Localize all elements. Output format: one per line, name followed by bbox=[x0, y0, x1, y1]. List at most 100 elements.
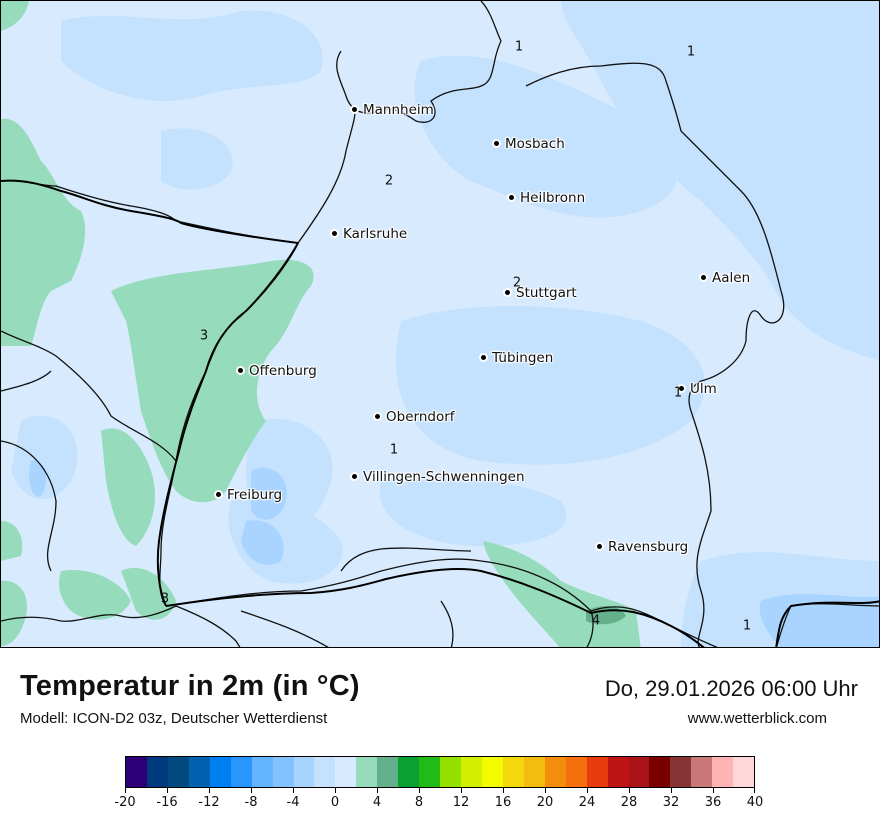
city-marker: Oberndorf bbox=[375, 409, 455, 425]
colorbar-segment bbox=[649, 757, 671, 787]
colorbar-tick-label: 20 bbox=[536, 795, 554, 810]
temperature-colorbar bbox=[125, 756, 755, 788]
website-link[interactable]: www.wetterblick.com bbox=[687, 710, 827, 727]
colorbar-tick-label: -12 bbox=[198, 795, 220, 810]
colorbar-segment bbox=[293, 757, 315, 787]
colorbar-tick-label: 28 bbox=[620, 795, 638, 810]
colorbar-ticks: -20 -16 -12 -8 -4 0 4 8 12 16 20 24 28 32 36 40 bbox=[114, 788, 763, 818]
colorbar-segment bbox=[272, 757, 294, 787]
city-dot-icon bbox=[375, 413, 380, 419]
colorbar-segment bbox=[230, 757, 252, 787]
colorbar-segment bbox=[712, 757, 734, 787]
colorbar-tick bbox=[293, 788, 294, 793]
city-name: Villingen-Schwenningen bbox=[363, 469, 525, 485]
isotherm-label: 2 bbox=[512, 275, 522, 291]
map-title: Temperatur in 2m (in °C) bbox=[20, 670, 360, 702]
colorbar-segment bbox=[502, 757, 524, 787]
city-name: Heilbronn bbox=[520, 190, 586, 206]
isotherm-label: 1 bbox=[514, 39, 524, 55]
city-dot-icon bbox=[332, 230, 337, 236]
colorbar-tick-label: -4 bbox=[286, 795, 300, 810]
colorbar-segment bbox=[146, 757, 168, 787]
colorbar-tick-label: 16 bbox=[494, 795, 512, 810]
city-marker: Aalen bbox=[701, 270, 750, 286]
isotherm-label: 4 bbox=[591, 613, 601, 629]
city-name: Tübingen bbox=[492, 350, 554, 366]
colorbar-tick bbox=[377, 788, 378, 793]
city-dot-icon bbox=[352, 473, 357, 479]
colorbar-segment bbox=[461, 757, 482, 787]
colorbar-segment bbox=[398, 757, 420, 787]
city-name: Freiburg bbox=[227, 487, 283, 503]
colorbar-segment bbox=[733, 757, 755, 787]
isotherm-label: 3 bbox=[160, 591, 170, 607]
isotherm-label: 1 bbox=[686, 44, 696, 60]
colorbar-segment bbox=[126, 757, 147, 787]
city-marker: Ulm bbox=[679, 381, 717, 397]
colorbar-tick bbox=[419, 788, 420, 793]
colorbar-tick-label: -20 bbox=[114, 795, 136, 810]
colorbar-tick bbox=[629, 788, 630, 793]
model-source: Modell: ICON-D2 03z, Deutscher Wetterdie… bbox=[20, 710, 328, 727]
city-marker: Ravensburg bbox=[597, 539, 688, 555]
colorbar-segment bbox=[628, 757, 650, 787]
colorbar-tick-label: 40 bbox=[746, 795, 764, 810]
colorbar-segment bbox=[251, 757, 273, 787]
colorbar-segment bbox=[314, 757, 336, 787]
colorbar-segment bbox=[586, 757, 608, 787]
country-borders bbox=[1, 179, 879, 647]
colorbar-segment bbox=[377, 757, 399, 787]
colorbar-tick bbox=[125, 788, 126, 793]
city-dot-icon bbox=[597, 543, 602, 549]
colorbar-tick-label: 24 bbox=[578, 795, 596, 810]
colorbar-segment bbox=[335, 757, 357, 787]
city-name: Oberndorf bbox=[386, 409, 455, 425]
city-name: Ravensburg bbox=[608, 539, 689, 555]
city-dot-icon bbox=[701, 274, 706, 280]
colorbar-segment bbox=[481, 757, 503, 787]
city-marker: Stuttgart bbox=[505, 285, 577, 301]
city-marker: Karlsruhe bbox=[332, 226, 407, 242]
forecast-datetime: Do, 29.01.2026 06:00 Uhr bbox=[604, 676, 858, 701]
city-dot-icon bbox=[505, 289, 510, 295]
city-name: Aalen bbox=[712, 270, 751, 286]
colorbar-tick bbox=[461, 788, 462, 793]
colorbar-tick-label: 36 bbox=[704, 795, 722, 810]
isotherm-label: 2 bbox=[384, 173, 394, 189]
colorbar-tick-label: 8 bbox=[414, 795, 424, 810]
colorbar-segment bbox=[523, 757, 545, 787]
temperature-map[interactable]: Mannheim Mosbach Heilbronn Karlsruhe Aalen St… bbox=[0, 0, 880, 648]
city-name: Mannheim bbox=[363, 102, 434, 118]
colorbar-segment bbox=[167, 757, 189, 787]
colorbar-segment bbox=[440, 757, 461, 787]
city-dot-icon bbox=[494, 140, 499, 146]
city-marker: Mannheim bbox=[352, 102, 434, 118]
city-name: Ulm bbox=[690, 381, 717, 397]
colorbar-tick-label: 0 bbox=[330, 795, 340, 810]
colorbar-tick bbox=[671, 788, 672, 793]
colorbar-segment bbox=[607, 757, 629, 787]
city-marker: Mosbach bbox=[494, 136, 565, 152]
colorbar-tick bbox=[713, 788, 714, 793]
city-dot-icon bbox=[509, 194, 514, 200]
map-footer: Temperatur in 2m (in °C) Modell: ICON-D2… bbox=[0, 648, 880, 830]
colorbar-tick-label: 12 bbox=[452, 795, 470, 810]
city-name: Offenburg bbox=[249, 363, 317, 379]
city-dot-icon bbox=[352, 106, 357, 112]
city-dot-icon bbox=[679, 385, 684, 391]
colorbar-segment bbox=[565, 757, 587, 787]
city-name: Stuttgart bbox=[516, 285, 577, 301]
colder-patches bbox=[29, 460, 879, 647]
isotherm-label: 1 bbox=[742, 618, 752, 634]
colorbar-tick-label: -8 bbox=[244, 795, 258, 810]
colorbar-tick bbox=[587, 788, 588, 793]
colorbar-tick bbox=[754, 788, 755, 793]
colorbar-segment bbox=[419, 757, 441, 787]
colorbar-tick-label: 32 bbox=[662, 795, 680, 810]
isotherm-label: 1 bbox=[673, 385, 683, 401]
colorbar-segment bbox=[188, 757, 210, 787]
colorbar-segment bbox=[691, 757, 713, 787]
colorbar-tick-label: 4 bbox=[372, 795, 382, 810]
colorbar-segment bbox=[670, 757, 692, 787]
city-marker: Villingen-Schwenningen bbox=[352, 469, 525, 485]
